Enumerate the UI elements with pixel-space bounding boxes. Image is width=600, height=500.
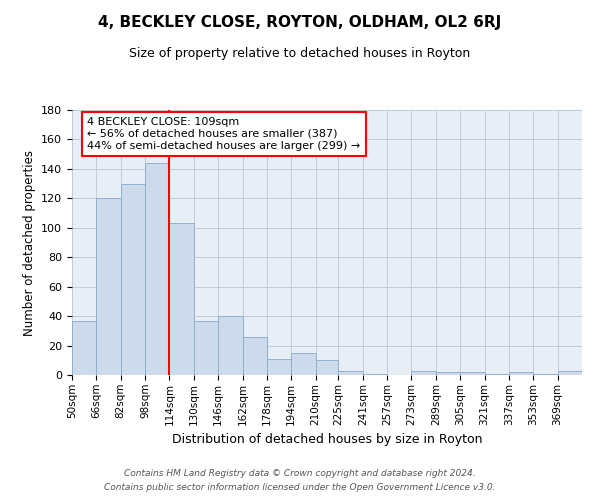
Bar [291,353,316,375]
Bar [194,320,218,375]
Bar [412,370,436,375]
Bar [460,372,485,375]
Bar [338,370,363,375]
Bar [145,163,169,375]
Text: 4 BECKLEY CLOSE: 109sqm
← 56% of detached houses are smaller (387)
44% of semi-d: 4 BECKLEY CLOSE: 109sqm ← 56% of detache… [87,118,361,150]
Text: 4, BECKLEY CLOSE, ROYTON, OLDHAM, OL2 6RJ: 4, BECKLEY CLOSE, ROYTON, OLDHAM, OL2 6R… [98,15,502,30]
Text: Size of property relative to detached houses in Royton: Size of property relative to detached ho… [130,48,470,60]
X-axis label: Distribution of detached houses by size in Royton: Distribution of detached houses by size … [172,433,482,446]
Bar [557,370,582,375]
Bar [218,316,242,375]
Text: Contains public sector information licensed under the Open Government Licence v3: Contains public sector information licen… [104,484,496,492]
Bar [509,372,533,375]
Text: Contains HM Land Registry data © Crown copyright and database right 2024.: Contains HM Land Registry data © Crown c… [124,468,476,477]
Bar [169,224,194,375]
Bar [121,184,145,375]
Bar [436,372,460,375]
Bar [267,359,291,375]
Bar [97,198,121,375]
Bar [533,374,557,375]
Bar [242,336,267,375]
Bar [72,320,97,375]
Bar [316,360,338,375]
Y-axis label: Number of detached properties: Number of detached properties [23,150,35,336]
Bar [363,374,387,375]
Bar [485,374,509,375]
